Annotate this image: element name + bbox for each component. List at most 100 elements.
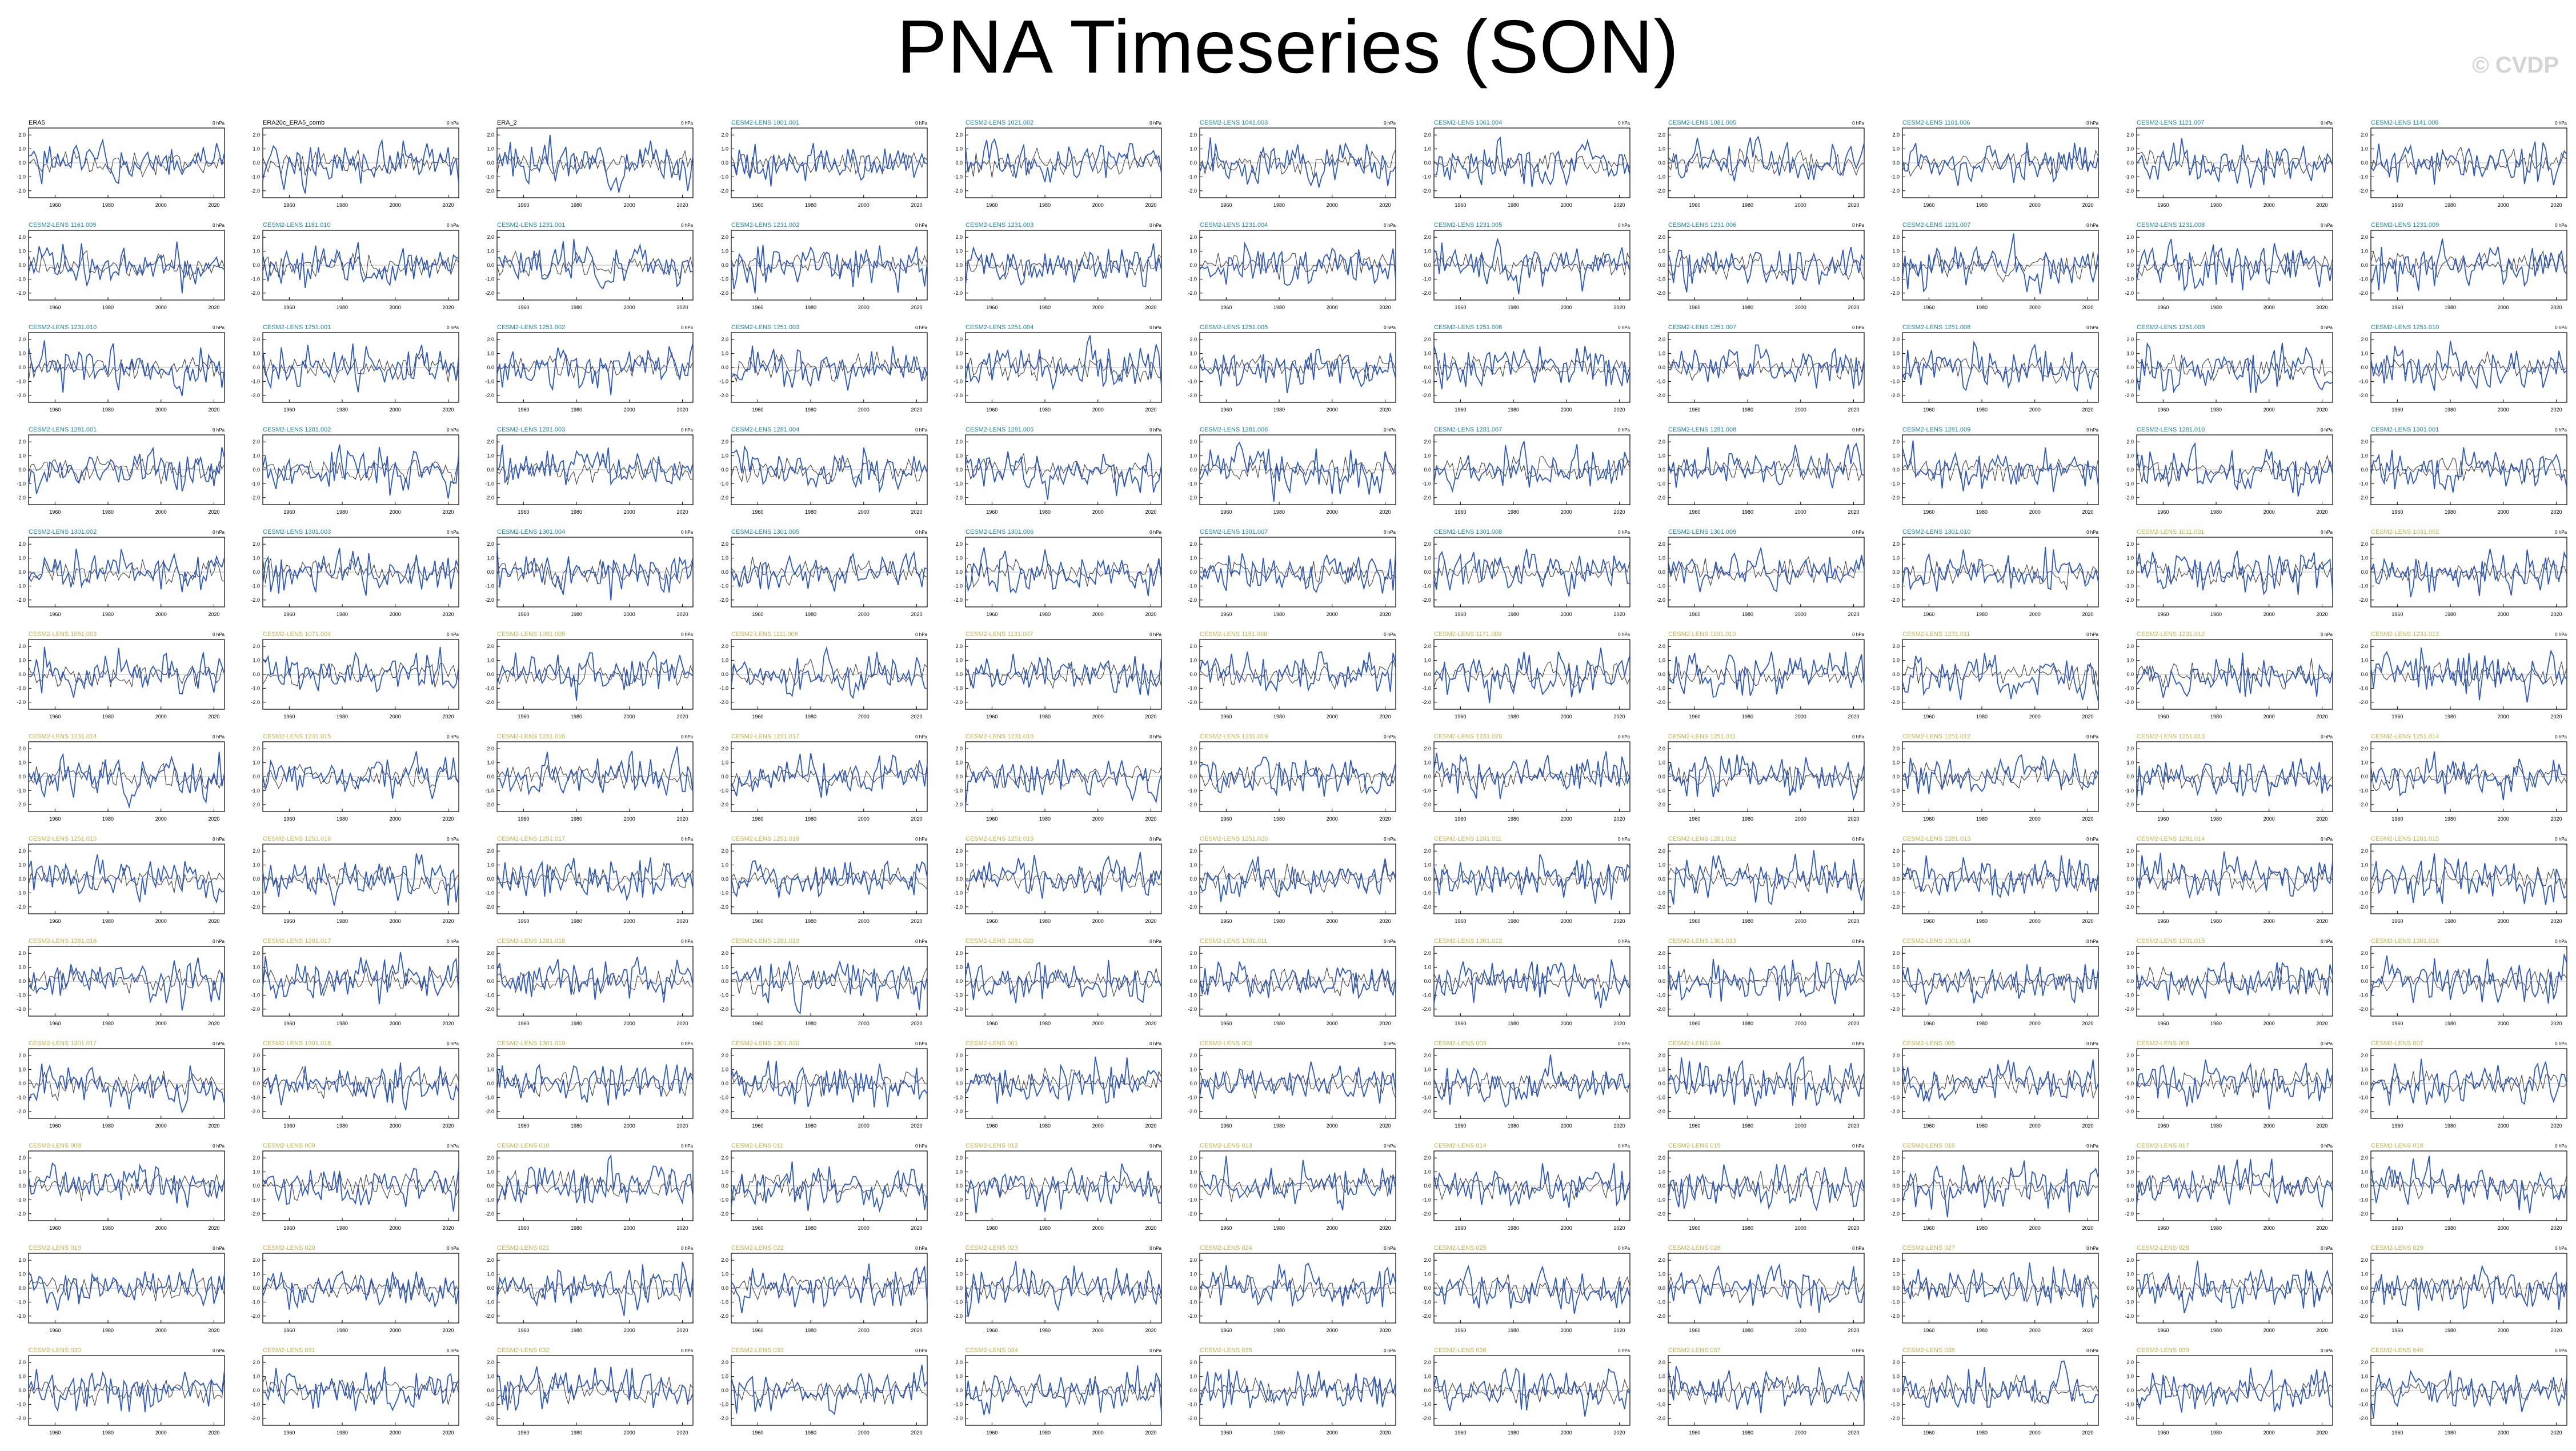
y-tick-label: 1.0 xyxy=(487,555,494,561)
obs-series-line xyxy=(965,661,1162,689)
x-tick-label: 1960 xyxy=(283,509,295,515)
y-tick-label: 0.0 xyxy=(2361,876,2368,882)
x-tick-label: 2000 xyxy=(155,611,167,617)
x-tick-label: 1960 xyxy=(2391,202,2403,208)
pna-series-line xyxy=(2370,1369,2567,1418)
obs-series-line xyxy=(2370,969,2567,996)
x-tick-label: 1980 xyxy=(1273,1123,1285,1129)
x-tick-label: 2020 xyxy=(1848,1123,1859,1129)
x-tick-label: 1980 xyxy=(1508,305,1519,310)
y-tick-label: -2.0 xyxy=(1890,597,1900,603)
x-tick-label: 2020 xyxy=(2082,816,2093,822)
obs-series-line xyxy=(262,459,459,485)
y-tick-label: 0.0 xyxy=(253,1388,260,1393)
y-tick-label: -2.0 xyxy=(719,904,728,910)
obs-series-line xyxy=(262,1170,459,1201)
obs-series-line xyxy=(1199,149,1396,178)
panel-title: CESM2-LENS 015 xyxy=(1668,1142,1721,1149)
panel-title: CESM2-LENS 1281.019 xyxy=(731,938,799,945)
x-tick-label: 2020 xyxy=(208,816,219,822)
x-tick-label: 1960 xyxy=(1689,611,1700,617)
pna-series-line xyxy=(1199,1262,1396,1308)
obs-series-line xyxy=(965,1376,1162,1405)
y-tick-label: 1.0 xyxy=(955,146,963,152)
pna-panel: CESM2-LENS 1181.010 0 hPa-2.0-1.00.01.02.… xyxy=(251,222,459,310)
x-tick-label: 1980 xyxy=(102,305,114,310)
x-tick-label: 2000 xyxy=(1327,816,1338,822)
panel-unit-label: 0 hPa xyxy=(213,837,225,842)
x-tick-label: 2000 xyxy=(2498,1430,2509,1436)
x-tick-label: 2000 xyxy=(155,918,167,924)
y-tick-label: 2.0 xyxy=(2126,541,2134,547)
y-tick-label: -1.0 xyxy=(17,276,26,282)
y-tick-label: 0.0 xyxy=(253,978,260,984)
panel-title: CESM2-LENS 1301.005 xyxy=(731,529,799,535)
y-tick-label: -2.0 xyxy=(1188,495,1197,501)
y-tick-label: -1.0 xyxy=(954,583,963,589)
y-tick-label: 1.0 xyxy=(721,965,728,970)
x-tick-label: 2020 xyxy=(1379,1123,1391,1129)
y-tick-label: 1.0 xyxy=(487,1067,494,1073)
x-tick-label: 2000 xyxy=(1561,305,1572,310)
pna-panel: CESM2-LENS 1231.014 0 hPa-2.0-1.00.01.02.… xyxy=(17,733,225,822)
pna-panel: CESM2-LENS 1021.002 0 hPa-2.0-1.00.01.02.… xyxy=(954,119,1162,208)
y-tick-label: 0.0 xyxy=(1424,876,1431,882)
y-tick-label: -1.0 xyxy=(251,685,260,691)
y-tick-label: 0.0 xyxy=(1424,774,1431,780)
pna-panel: CESM2-LENS 1301.018 0 hPa-2.0-1.00.01.02.… xyxy=(251,1040,459,1129)
y-tick-label: -2.0 xyxy=(485,1109,494,1114)
y-tick-label: 0.0 xyxy=(487,569,494,575)
x-tick-label: 2000 xyxy=(2263,202,2275,208)
panel-title: CESM2-LENS 1281.016 xyxy=(29,938,97,945)
pna-panel: CESM2-LENS 1251.010 0 hPa-2.0-1.00.01.02.… xyxy=(2359,324,2567,413)
x-tick-label: 1960 xyxy=(49,714,61,719)
obs-series-line xyxy=(28,250,225,280)
x-tick-label: 1980 xyxy=(2210,305,2222,310)
x-tick-label: 2000 xyxy=(155,1430,167,1436)
y-tick-label: -1.0 xyxy=(17,481,26,486)
pna-series-line xyxy=(1433,345,1630,389)
obs-series-line xyxy=(2370,1070,2567,1097)
pna-panel: CESM2-LENS 1281.003 0 hPa-2.0-1.00.01.02.… xyxy=(485,426,694,515)
x-tick-label: 2020 xyxy=(2082,918,2093,924)
pna-panel: CESM2-LENS 1301.015 0 hPa-2.0-1.00.01.02.… xyxy=(2125,938,2333,1026)
y-tick-label: 0.0 xyxy=(955,1081,963,1086)
x-tick-label: 1980 xyxy=(1508,611,1519,617)
pna-series-line xyxy=(1902,142,2099,186)
y-tick-label: 0.0 xyxy=(18,671,26,677)
x-tick-label: 1960 xyxy=(1220,202,1232,208)
pna-panel: CESM2-LENS 034 0 hPa-2.0-1.00.01.02.01960… xyxy=(954,1347,1162,1436)
y-tick-label: 2.0 xyxy=(2126,1257,2134,1263)
panel-title: CESM2-LENS 1251.009 xyxy=(2137,324,2205,331)
y-tick-label: 1.0 xyxy=(1658,1169,1665,1175)
x-tick-label: 1980 xyxy=(1039,1021,1051,1026)
y-tick-label: 1.0 xyxy=(1424,249,1431,254)
x-tick-label: 1960 xyxy=(1455,816,1466,822)
pna-series-line xyxy=(496,134,694,193)
x-tick-label: 1980 xyxy=(102,202,114,208)
x-tick-label: 1960 xyxy=(1220,918,1232,924)
y-tick-label: 0.0 xyxy=(253,160,260,166)
obs-series-line xyxy=(2136,865,2333,893)
x-tick-label: 1980 xyxy=(571,816,582,822)
panel-title: CESM2-LENS 1251.012 xyxy=(1902,733,1970,740)
panel-unit-label: 0 hPa xyxy=(1852,1246,1864,1251)
obs-series-line xyxy=(731,1377,928,1405)
y-tick-label: -1.0 xyxy=(485,583,494,589)
panel-title: CESM2-LENS 1061.004 xyxy=(1434,119,1502,126)
obs-series-line xyxy=(731,251,928,277)
pna-series-line xyxy=(2136,238,2333,292)
y-tick-label: 2.0 xyxy=(955,132,963,138)
x-tick-label: 1980 xyxy=(2445,202,2456,208)
panel-unit-label: 0 hPa xyxy=(213,427,225,433)
x-tick-label: 1980 xyxy=(2445,1430,2456,1436)
panel-unit-label: 0 hPa xyxy=(1618,837,1630,842)
panel-unit-label: 0 hPa xyxy=(1618,325,1630,330)
pna-panel: CESM2-LENS 026 0 hPa-2.0-1.00.01.02.01960… xyxy=(1656,1245,1865,1333)
x-tick-label: 2020 xyxy=(208,407,219,413)
y-tick-label: 0.0 xyxy=(2126,1388,2134,1393)
y-tick-label: -2.0 xyxy=(2125,1109,2134,1114)
obs-series-line xyxy=(965,147,1162,178)
pna-panel: CESM2-LENS 1281.011 0 hPa-2.0-1.00.01.02.… xyxy=(1422,836,1630,924)
x-tick-label: 1960 xyxy=(1220,1021,1232,1026)
